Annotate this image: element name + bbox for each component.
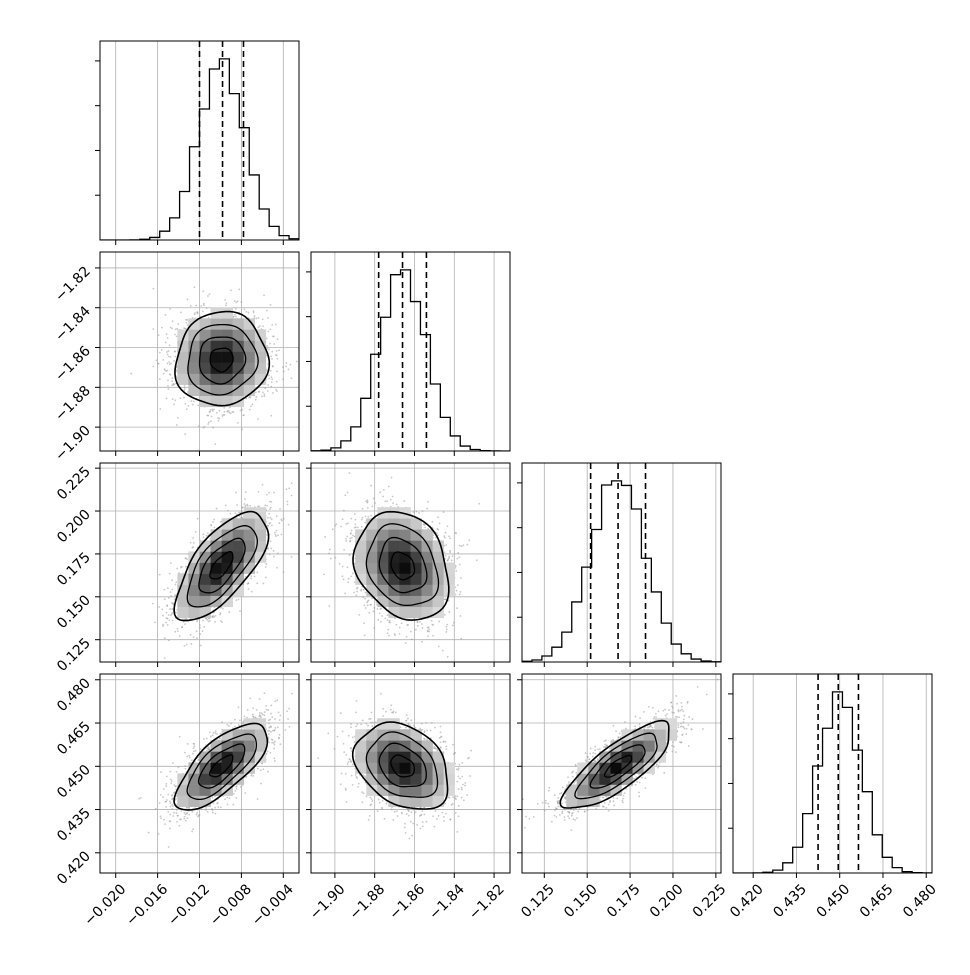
- density-cells: [177, 718, 267, 807]
- panel-frame: [521, 673, 722, 874]
- panel-frame: [310, 462, 511, 663]
- y-tick-label-4: 0.480: [54, 675, 94, 715]
- scatter-panel-p1-p3: −1.90−1.88−1.86−1.84−1.82: [306, 673, 511, 923]
- x-tick-label-0: 0.420: [727, 881, 767, 921]
- contour-level-0: [209, 550, 234, 580]
- histogram-panel-p1: [306, 251, 511, 456]
- y-tick-label-1: 0.150: [54, 592, 94, 632]
- contour-level-0: [603, 754, 633, 778]
- y-tick-label-3: 0.465: [54, 719, 94, 759]
- contour-level-3: [352, 510, 450, 621]
- density-cells: [355, 718, 456, 807]
- y-tick-label-4: −1.82: [52, 263, 94, 305]
- contour-level-3: [351, 721, 449, 810]
- x-tick-label-4: −0.004: [249, 881, 297, 929]
- histogram-step-p2: [522, 480, 721, 662]
- scatter-panel-p0-p1: −1.90−1.88−1.86−1.84−1.82: [52, 251, 300, 465]
- histogram-panel-p2: [517, 462, 722, 667]
- y-tick-label-0: −1.90: [52, 423, 94, 465]
- histogram-panel-p3: 0.420 0.435 0.450 0.465 0.480: [727, 673, 940, 921]
- panel-frame: [521, 462, 722, 663]
- contour-level-1: [197, 743, 246, 789]
- y-tick-label-3: 0.200: [54, 507, 94, 547]
- contour-level-2: [187, 323, 259, 396]
- contour-level-0: [390, 754, 415, 778]
- x-tick-label-3: 0.200: [647, 881, 687, 921]
- panel-frame: [732, 673, 933, 874]
- contour-level-1: [378, 536, 428, 594]
- x-tick-label-4: 0.480: [900, 881, 940, 921]
- contour-level-2: [574, 732, 658, 800]
- y-tick-label-3: −1.84: [52, 303, 94, 345]
- contour-level-0: [209, 347, 234, 373]
- x-tick-label-0: −0.020: [81, 881, 129, 929]
- panel-frame: [310, 673, 511, 874]
- histogram-step-p1: [311, 269, 510, 451]
- x-tick-label-2: −1.86: [386, 881, 428, 923]
- x-tick-label-2: 0.450: [814, 881, 854, 921]
- y-tick-label-2: 0.175: [54, 549, 94, 589]
- y-tick-label-2: 0.450: [54, 762, 94, 802]
- contour-level-2: [365, 731, 439, 798]
- contour-level-1: [198, 537, 246, 594]
- x-tick-label-2: −0.012: [165, 881, 213, 929]
- panel-frame: [310, 251, 511, 452]
- contour-level-1: [198, 336, 247, 385]
- contour-level-2: [365, 523, 440, 607]
- contour-level-0: [390, 551, 416, 581]
- x-tick-label-4: 0.225: [690, 881, 730, 921]
- y-tick-label-1: −1.88: [52, 383, 94, 425]
- y-tick-label-4: 0.225: [54, 464, 94, 504]
- histogram-step-p3: [733, 691, 932, 873]
- y-tick-label-0: 0.125: [54, 635, 94, 675]
- y-tick-label-2: −1.86: [52, 343, 94, 385]
- contour-level-1: [378, 742, 427, 788]
- histogram-panel-p0: [95, 40, 300, 245]
- x-tick-label-0: 0.125: [518, 881, 558, 921]
- x-tick-label-1: 0.435: [770, 881, 810, 921]
- x-tick-label-1: −0.016: [123, 881, 171, 929]
- contour-level-2: [186, 733, 258, 801]
- contour-level-0: [208, 754, 234, 778]
- scatter-panel-p2-p3: 0.125 0.150 0.175 0.200 0.225: [517, 673, 730, 921]
- contour-level-2: [186, 525, 258, 608]
- x-tick-label-0: −1.90: [307, 881, 349, 923]
- x-tick-label-3: 0.465: [857, 881, 897, 921]
- x-tick-label-1: −1.88: [347, 881, 389, 923]
- x-tick-label-3: −1.84: [426, 881, 468, 923]
- density-cells: [566, 718, 678, 807]
- density-cells: [177, 307, 267, 408]
- contour-level-3: [173, 722, 269, 811]
- x-tick-label-1: 0.150: [561, 881, 601, 921]
- scatter-panel-p1-p2: [306, 462, 511, 667]
- contour-level-1: [589, 744, 646, 789]
- scatter-panel-p0-p3: −0.020−0.016−0.012−0.008−0.004 0.4200.435…: [54, 673, 300, 929]
- y-tick-label-0: 0.420: [54, 848, 94, 888]
- y-tick-label-1: 0.435: [54, 805, 94, 845]
- x-tick-label-4: −1.82: [466, 881, 508, 923]
- contour-level-3: [174, 310, 271, 407]
- x-tick-label-3: −0.008: [207, 881, 255, 929]
- contour-level-3: [173, 510, 270, 622]
- contour-level-3: [559, 719, 670, 809]
- x-tick-label-2: 0.175: [604, 881, 644, 921]
